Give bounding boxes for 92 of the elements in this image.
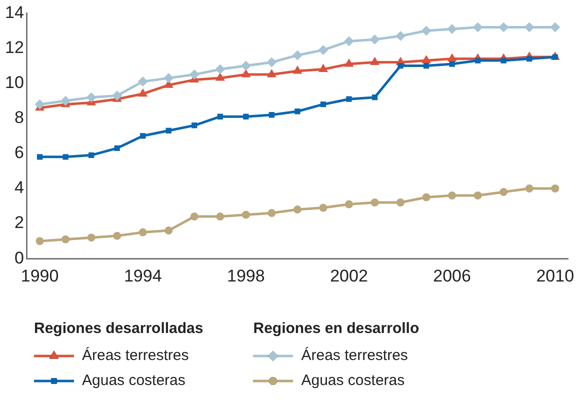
point — [396, 30, 406, 41]
y-tick-label: 14 — [4, 2, 24, 22]
point — [242, 210, 250, 219]
point — [449, 61, 455, 67]
point — [318, 64, 328, 72]
point — [500, 188, 508, 196]
point — [422, 193, 430, 202]
point — [498, 22, 509, 32]
x-tick-label: 2006 — [433, 266, 471, 286]
point — [346, 96, 352, 102]
point — [138, 228, 147, 236]
point — [474, 58, 481, 64]
point — [525, 184, 534, 192]
point — [396, 198, 405, 207]
point — [474, 191, 482, 200]
point — [500, 58, 506, 64]
point — [344, 58, 354, 67]
point — [448, 191, 456, 200]
point — [87, 234, 96, 242]
point — [524, 22, 534, 32]
point — [34, 99, 45, 110]
y-tick-label: 10 — [4, 73, 24, 92]
legend-label: Aguas costeras — [301, 372, 405, 389]
y-tick-label: 2 — [14, 213, 24, 232]
y-tick-label: 6 — [14, 143, 24, 162]
point — [421, 26, 432, 36]
y-tick-label: 4 — [14, 178, 24, 198]
y-tick-label: 12 — [4, 38, 24, 57]
legend-label: Áreas terrestres — [82, 347, 189, 364]
point — [192, 122, 198, 128]
point — [550, 22, 560, 32]
point — [293, 206, 302, 214]
point — [217, 114, 223, 120]
point — [292, 50, 302, 60]
point — [138, 76, 148, 87]
point — [62, 235, 70, 244]
point — [215, 64, 226, 74]
point — [164, 73, 174, 84]
legend-label: Aguas costeras — [82, 372, 186, 389]
x-tick-label: 1990 — [20, 266, 59, 286]
point — [189, 70, 200, 80]
point — [243, 114, 249, 120]
point — [266, 57, 277, 68]
x-tick-label: 1998 — [227, 266, 265, 286]
point — [526, 56, 532, 62]
point — [294, 108, 300, 114]
point — [215, 72, 225, 81]
x-tick-label: 2010 — [536, 266, 574, 286]
point — [241, 69, 251, 78]
point — [114, 145, 120, 151]
y-tick-label: 0 — [14, 248, 24, 268]
point — [320, 102, 326, 108]
point — [240, 60, 251, 71]
point — [190, 212, 198, 221]
point — [62, 154, 68, 160]
point — [86, 92, 96, 102]
legend-label: Áreas terrestres — [301, 347, 408, 364]
point — [372, 94, 378, 100]
point — [266, 69, 276, 78]
point — [36, 237, 44, 246]
point — [370, 34, 380, 44]
point — [138, 88, 148, 97]
point — [472, 22, 483, 32]
point — [292, 66, 302, 74]
x-tick-label: 1994 — [124, 266, 162, 286]
text: Regiones en desarrollo — [253, 320, 420, 337]
point — [447, 24, 458, 34]
point — [422, 55, 432, 64]
point — [344, 200, 353, 208]
point — [268, 209, 276, 218]
point — [112, 90, 122, 101]
point — [88, 152, 94, 158]
x-tick-label: 2002 — [330, 266, 368, 286]
point — [164, 226, 173, 235]
point — [60, 96, 71, 106]
point — [113, 232, 122, 240]
point — [370, 198, 379, 207]
point — [398, 62, 404, 69]
point — [36, 154, 43, 160]
point — [268, 112, 275, 118]
point — [344, 36, 354, 46]
point — [370, 56, 380, 66]
point — [216, 212, 224, 221]
point — [319, 204, 328, 212]
point — [423, 62, 430, 69]
point — [140, 133, 146, 139]
point — [166, 128, 172, 134]
point — [318, 45, 328, 56]
y-tick-label: 8 — [14, 108, 24, 128]
point — [447, 53, 457, 62]
text: Regiones desarrolladas — [34, 320, 204, 337]
point — [551, 184, 560, 192]
